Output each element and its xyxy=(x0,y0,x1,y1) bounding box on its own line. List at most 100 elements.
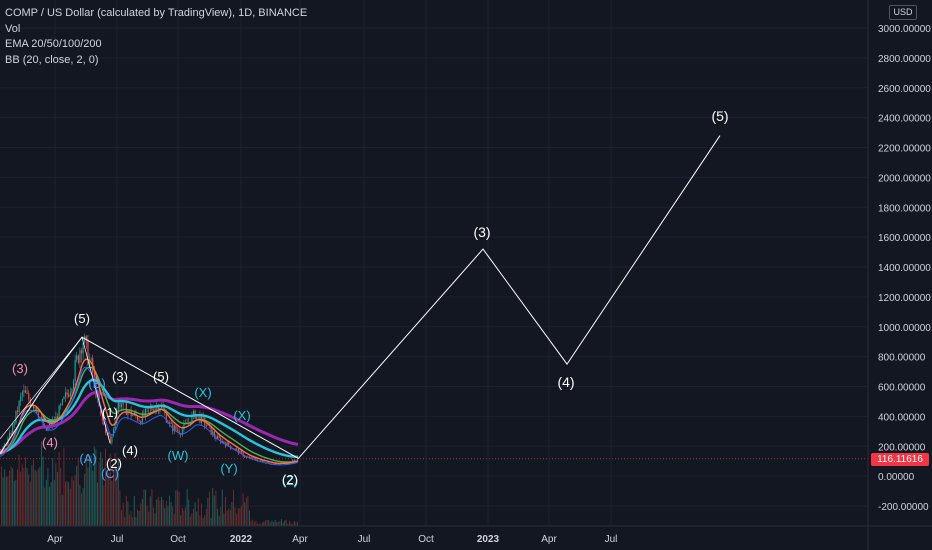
candle-body xyxy=(193,410,195,415)
wave-label: (C) xyxy=(101,466,119,481)
candle-body xyxy=(223,441,225,444)
volume-bar xyxy=(61,494,63,526)
time-axis[interactable]: Apr Jul Oct 2022 Apr Jul Oct 2023 Apr Jul xyxy=(47,534,617,545)
symbol-title[interactable]: COMP / US Dollar (calculated by TradingV… xyxy=(5,7,308,19)
candle-body xyxy=(170,422,172,424)
elliott-wave-projection[interactable] xyxy=(297,135,721,460)
candle-body xyxy=(116,411,118,424)
candle-body xyxy=(34,407,36,409)
volume-bar xyxy=(292,523,294,526)
volume-bar xyxy=(49,486,50,526)
volume-bar xyxy=(137,509,138,526)
volume-bar xyxy=(237,508,239,526)
ema-line xyxy=(0,358,299,465)
ema-indicator-label[interactable]: EMA 20/50/100/200 xyxy=(5,38,102,50)
candle-body xyxy=(108,432,110,438)
volume-indicator-label[interactable]: Vol xyxy=(5,22,21,35)
candle-body xyxy=(252,457,254,459)
candle-body xyxy=(33,405,35,409)
candle-body xyxy=(175,425,177,430)
volume-bar xyxy=(242,493,244,526)
volume-bar xyxy=(34,469,36,526)
volume-bar xyxy=(209,491,210,526)
volume-bar xyxy=(258,523,260,526)
volume-bar xyxy=(108,472,110,526)
candle-body xyxy=(127,411,129,416)
volume-bar xyxy=(265,520,266,526)
time-axis-label: Oct xyxy=(418,534,434,545)
candle-body xyxy=(157,405,159,412)
candle-body xyxy=(85,335,87,340)
volume-bar xyxy=(180,515,182,526)
volume-bar xyxy=(82,487,84,526)
volume-bar xyxy=(162,499,164,526)
volume-bar xyxy=(185,507,186,526)
candle-body xyxy=(132,414,134,417)
volume-bar xyxy=(143,489,145,526)
bollinger-indicator-label[interactable]: BB (20, close, 2, 0) xyxy=(5,53,99,66)
volume-bar xyxy=(119,490,121,526)
volume-bar xyxy=(149,496,151,526)
volume-bar xyxy=(148,511,150,526)
volume-bar xyxy=(249,510,250,526)
candle-body xyxy=(101,414,103,421)
wave-label: (4) xyxy=(122,443,138,458)
candle-body xyxy=(77,355,79,363)
wave-label: (2) xyxy=(282,472,298,487)
price-axis-label: 1800.00000 xyxy=(878,203,931,214)
volume-bar xyxy=(114,452,116,526)
volume-bar xyxy=(125,495,127,526)
volume-bar xyxy=(141,499,143,526)
volume-bar xyxy=(229,510,231,526)
wave-structure-line[interactable] xyxy=(0,336,111,444)
projection-wave-label: (3) xyxy=(473,224,490,240)
elliott-wave-history[interactable] xyxy=(0,336,299,459)
wave-structure-line[interactable] xyxy=(0,336,299,459)
volume-bar xyxy=(33,459,34,526)
volume-bar xyxy=(28,474,30,526)
candle-body xyxy=(137,416,139,421)
volume-bar xyxy=(247,495,249,526)
candle-body xyxy=(31,405,33,407)
candle-body xyxy=(113,429,115,436)
volume-bar xyxy=(191,513,193,526)
price-axis-label: 2800.00000 xyxy=(878,54,931,65)
candle-body xyxy=(140,421,142,425)
candle-body xyxy=(17,410,19,413)
wave-label: (4) xyxy=(42,435,58,450)
volume-bar xyxy=(186,488,188,526)
volume-bar xyxy=(289,520,290,526)
volume-bar xyxy=(133,496,135,526)
volume-bar xyxy=(273,522,274,526)
candle-body xyxy=(63,396,65,400)
candle-body xyxy=(213,431,215,437)
volume-bar xyxy=(189,516,191,526)
candle-body xyxy=(287,463,289,465)
volume-bar xyxy=(55,463,57,526)
ema-line xyxy=(0,366,299,463)
time-axis-label: 2023 xyxy=(477,534,500,545)
volume-bar xyxy=(161,496,162,526)
volume-bar xyxy=(10,466,12,526)
volume-bar xyxy=(100,452,102,526)
wave-label: (1) xyxy=(102,405,118,420)
ema-line xyxy=(0,378,299,459)
volume-bar xyxy=(253,521,255,526)
candle-body xyxy=(173,425,175,432)
projection-path[interactable] xyxy=(297,135,721,460)
candle-body xyxy=(183,423,185,430)
volume-bar xyxy=(79,484,81,526)
volume-bar xyxy=(279,521,281,526)
candle-body xyxy=(228,441,230,446)
currency-button[interactable]: USD xyxy=(889,5,917,20)
candle-body xyxy=(58,405,60,420)
volume-bar xyxy=(213,495,215,526)
volume-bar xyxy=(295,522,297,526)
candle-body xyxy=(20,395,22,401)
volume-bar xyxy=(52,458,54,526)
volume-bar xyxy=(173,513,175,526)
candle-body xyxy=(21,392,23,396)
candle-body xyxy=(84,335,86,343)
